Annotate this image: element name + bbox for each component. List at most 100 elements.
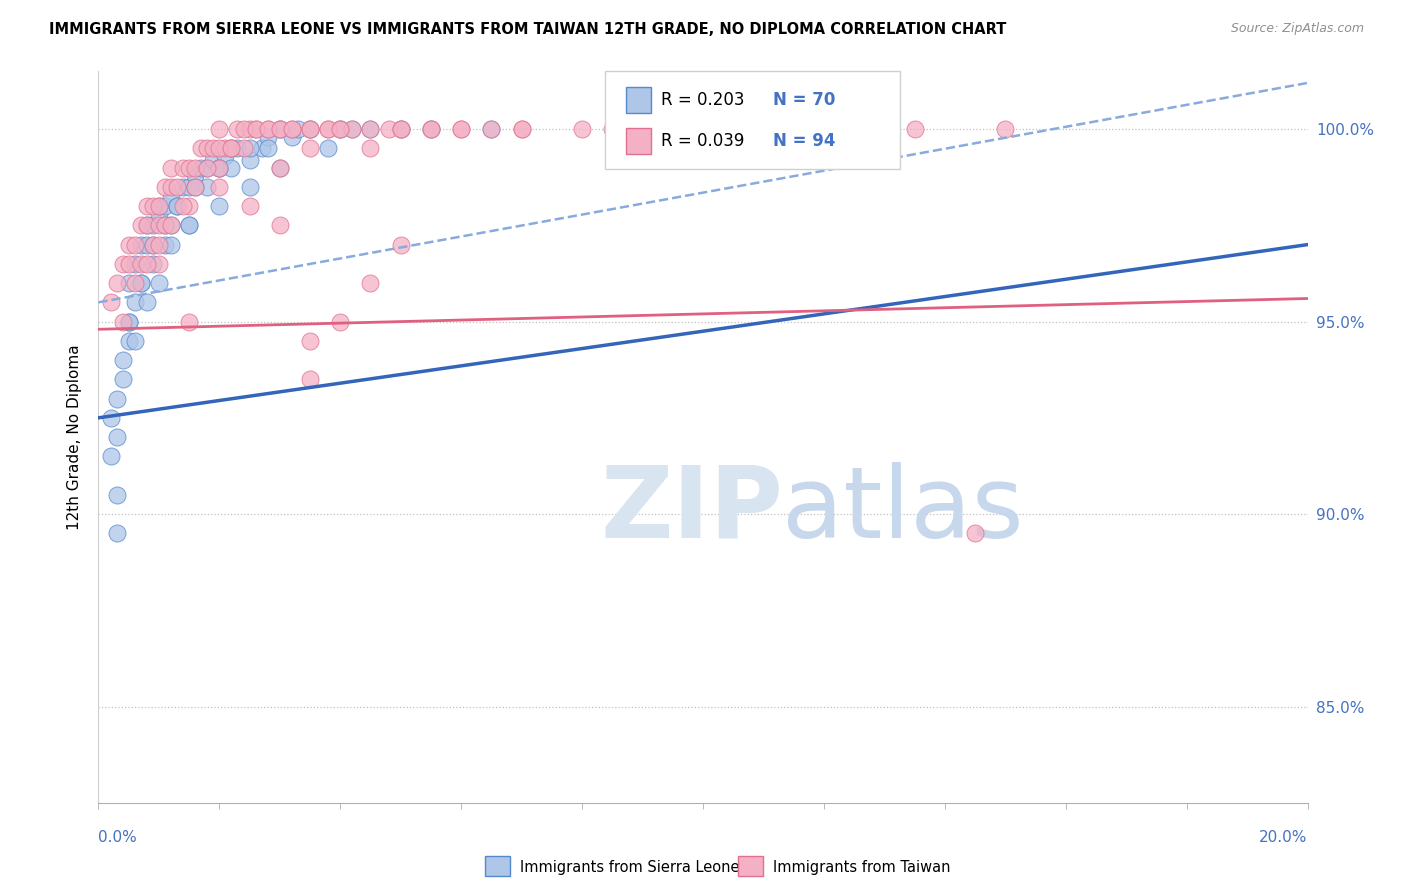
Point — [287, 122, 309, 136]
Point — [420, 122, 443, 136]
Point — [342, 122, 364, 136]
Point — [208, 141, 231, 155]
Text: IMMIGRANTS FROM SIERRA LEONE VS IMMIGRANTS FROM TAIWAN 12TH GRADE, NO DIPLOMA CO: IMMIGRANTS FROM SIERRA LEONE VS IMMIGRAN… — [49, 22, 1007, 37]
Point — [232, 141, 254, 155]
Point — [129, 257, 152, 271]
Point — [105, 526, 128, 541]
Point — [239, 141, 262, 155]
Point — [510, 122, 533, 136]
Point — [160, 191, 183, 205]
Point — [256, 122, 278, 136]
Point — [135, 219, 157, 233]
Point — [135, 219, 157, 233]
Point — [166, 179, 188, 194]
Point — [135, 199, 157, 213]
Point — [172, 161, 194, 175]
Point — [752, 122, 775, 136]
Point — [124, 295, 146, 310]
Point — [245, 122, 267, 136]
Point — [208, 199, 231, 213]
Point — [389, 237, 412, 252]
Point — [100, 295, 122, 310]
Text: Immigrants from Sierra Leone: Immigrants from Sierra Leone — [520, 860, 740, 874]
Point — [450, 122, 472, 136]
Point — [105, 392, 128, 406]
Point — [172, 179, 194, 194]
Point — [153, 179, 176, 194]
Point — [208, 161, 231, 175]
Point — [160, 219, 183, 233]
Point — [129, 237, 152, 252]
Point — [124, 276, 146, 290]
Point — [299, 122, 322, 136]
Point — [281, 129, 304, 144]
Point — [160, 237, 183, 252]
Point — [100, 450, 122, 464]
Point — [239, 122, 262, 136]
Point — [195, 179, 218, 194]
Text: atlas: atlas — [782, 462, 1024, 558]
Point — [299, 122, 322, 136]
Point — [208, 161, 231, 175]
Point — [329, 122, 352, 136]
Point — [179, 161, 201, 175]
Point — [723, 122, 745, 136]
Point — [111, 257, 134, 271]
Point — [142, 237, 165, 252]
Point — [179, 179, 201, 194]
Point — [214, 149, 236, 163]
Point — [195, 161, 218, 175]
Point — [221, 141, 243, 155]
Point — [105, 488, 128, 502]
Point — [142, 237, 165, 252]
Point — [221, 161, 243, 175]
Point — [377, 122, 399, 136]
Point — [631, 122, 654, 136]
Point — [135, 295, 157, 310]
Point — [571, 122, 593, 136]
Point — [481, 122, 503, 136]
Point — [420, 122, 443, 136]
Point — [105, 430, 128, 444]
Point — [190, 141, 212, 155]
Text: 20.0%: 20.0% — [1260, 830, 1308, 845]
Point — [129, 219, 152, 233]
Point — [360, 276, 382, 290]
Point — [342, 122, 364, 136]
Point — [269, 122, 291, 136]
Point — [118, 315, 141, 329]
Point — [118, 276, 141, 290]
Point — [329, 122, 352, 136]
Point — [269, 122, 291, 136]
Point — [281, 122, 304, 136]
Point — [904, 122, 927, 136]
Point — [994, 122, 1017, 136]
Point — [239, 199, 262, 213]
Point — [226, 122, 249, 136]
Point — [160, 179, 183, 194]
Point — [124, 237, 146, 252]
Point — [256, 141, 278, 155]
Point — [329, 122, 352, 136]
Point — [184, 179, 207, 194]
Point — [299, 334, 322, 348]
Point — [281, 122, 304, 136]
Point — [299, 122, 322, 136]
Text: N = 94: N = 94 — [773, 132, 835, 150]
Point — [360, 122, 382, 136]
Point — [360, 122, 382, 136]
Point — [389, 122, 412, 136]
Point — [389, 122, 412, 136]
Point — [329, 315, 352, 329]
Point — [166, 199, 188, 213]
Point — [153, 219, 176, 233]
Point — [118, 334, 141, 348]
Point — [124, 334, 146, 348]
Point — [316, 122, 339, 136]
Point — [179, 219, 201, 233]
Point — [118, 257, 141, 271]
Point — [135, 257, 157, 271]
Point — [813, 122, 835, 136]
Point — [129, 276, 152, 290]
Point — [195, 161, 218, 175]
